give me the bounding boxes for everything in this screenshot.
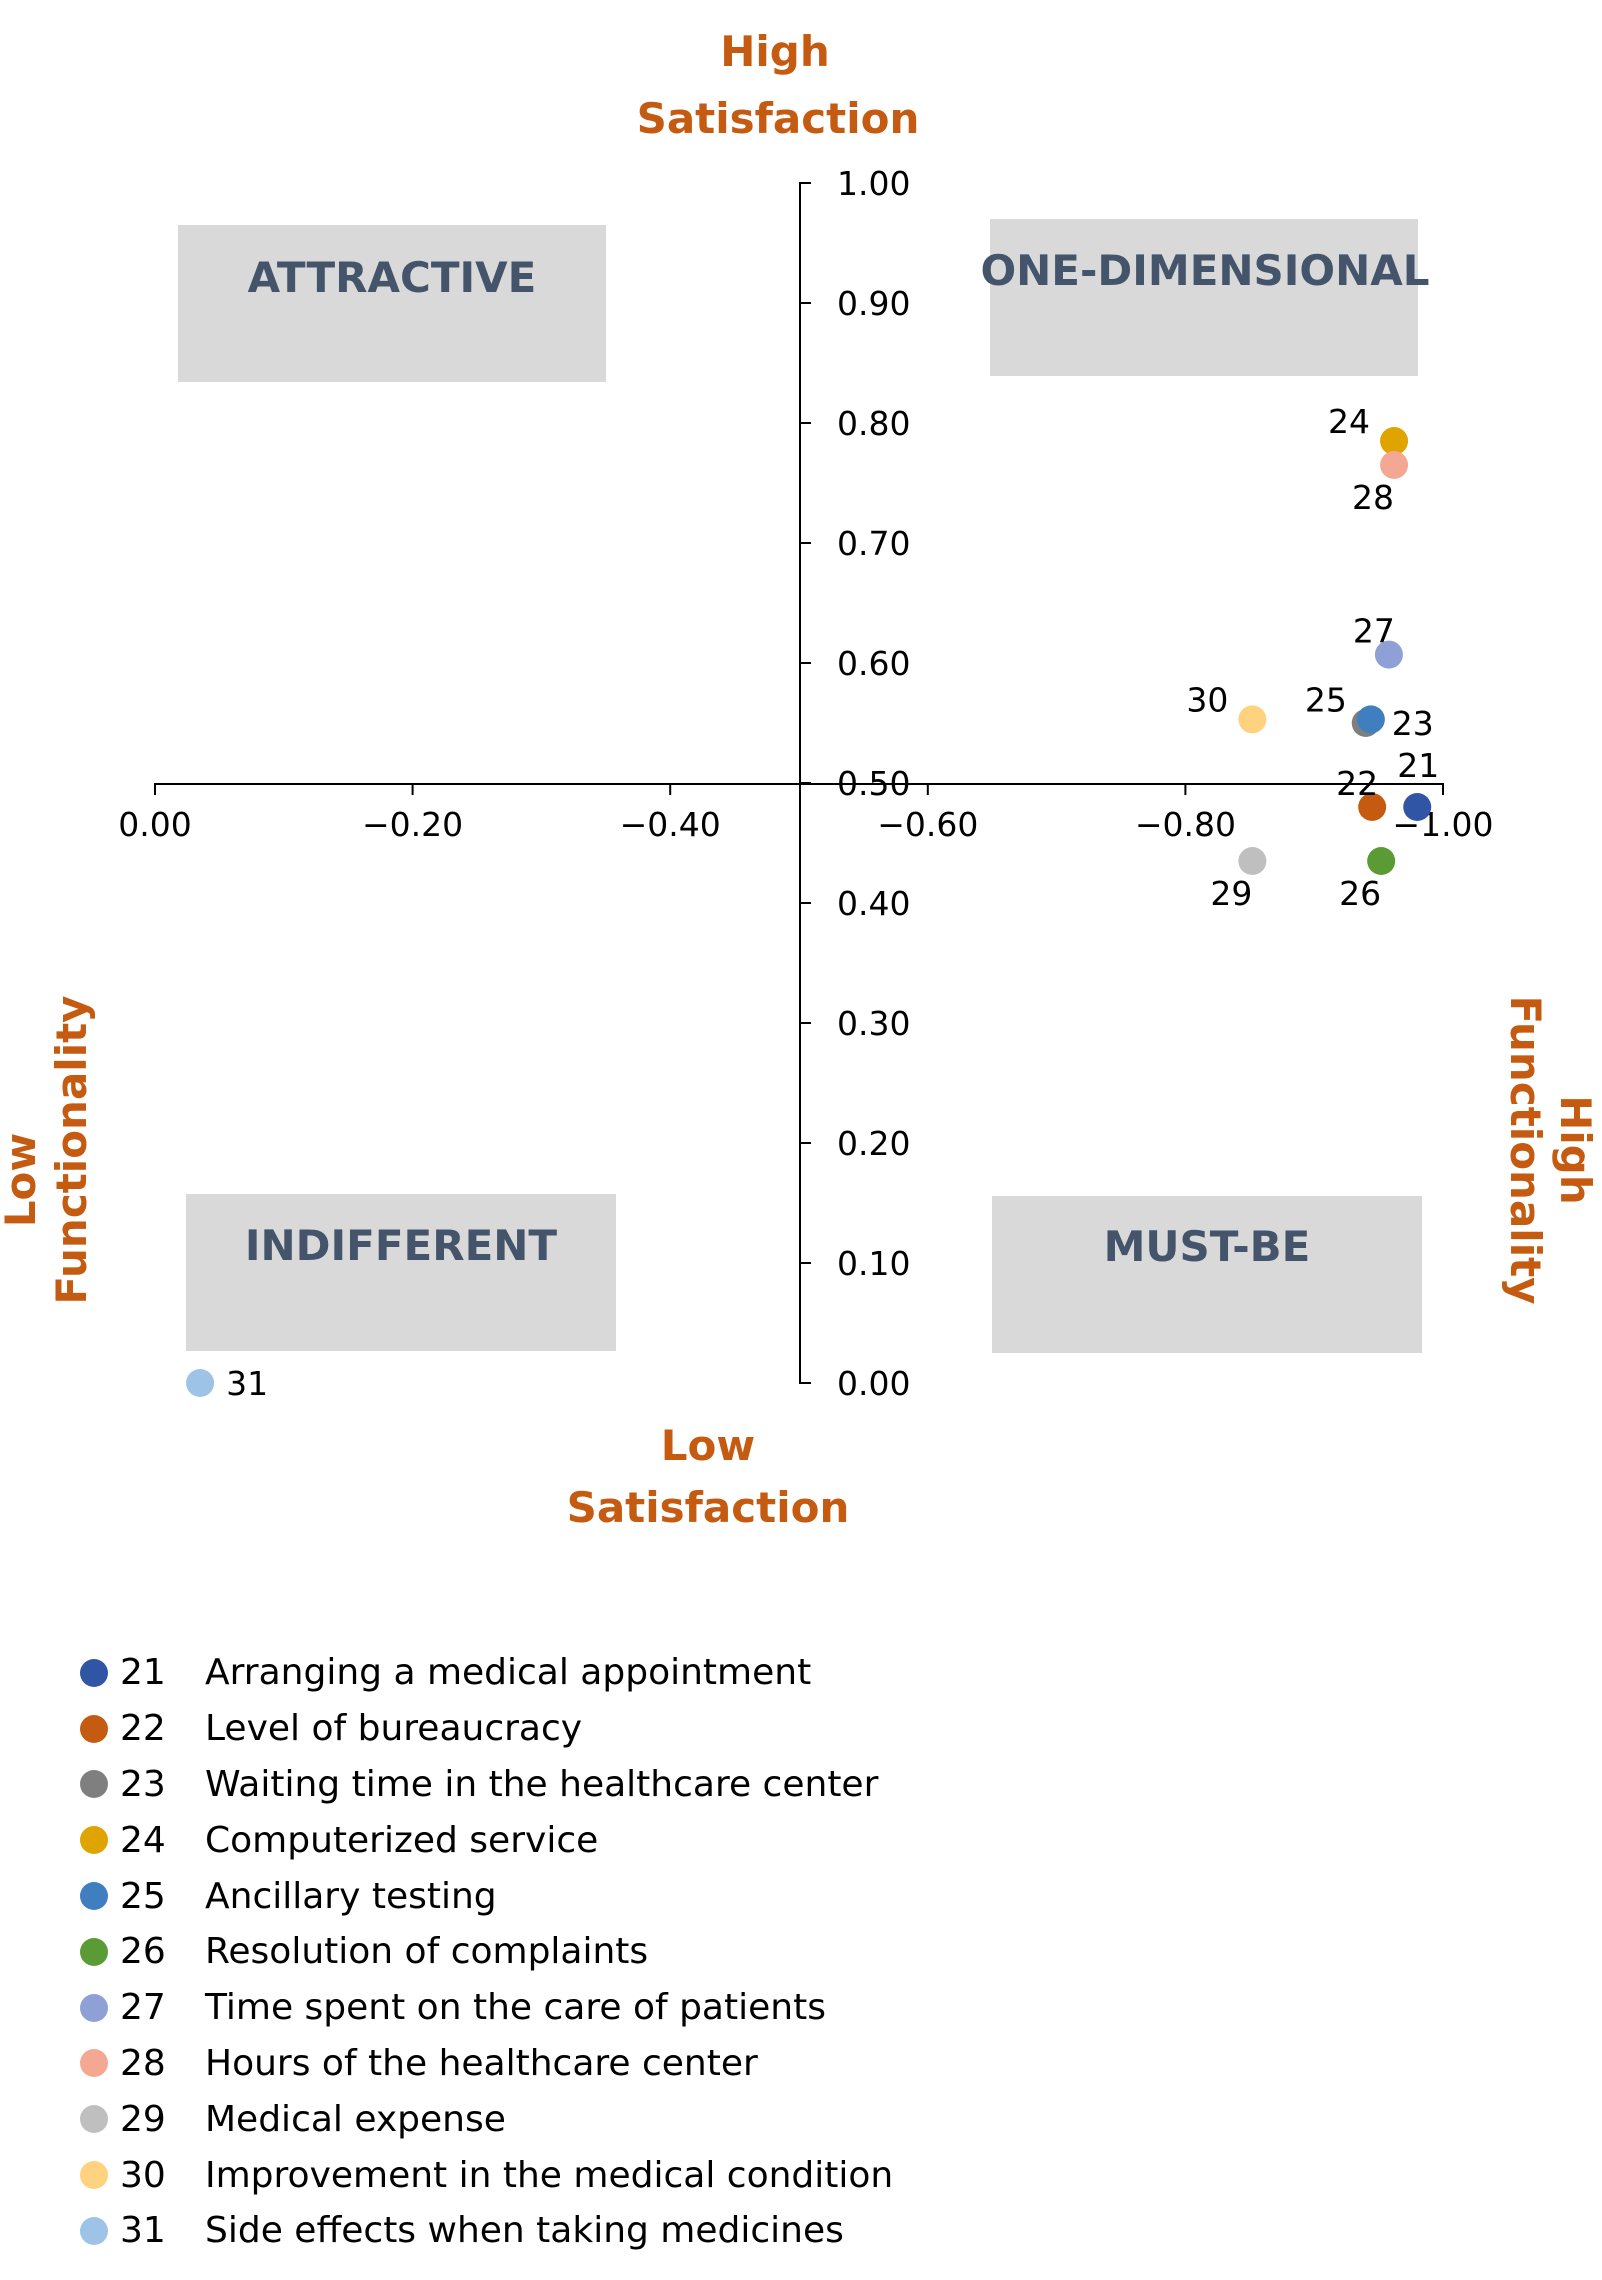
legend-item-26: 26 Resolution of complaints — [80, 1924, 893, 1980]
legend-item-29: 29 Medical expense — [80, 2091, 893, 2147]
y-tick-label: 1.00 — [837, 164, 910, 203]
data-point-27 — [1374, 640, 1403, 669]
data-point-26 — [1367, 847, 1396, 875]
y-tick-label: 0.90 — [837, 284, 910, 323]
data-point-31 — [186, 1369, 215, 1397]
right-axis-title-line2: Functionality — [1501, 995, 1550, 1304]
quadrant-label-attractive: ATTRACTIVE — [248, 253, 537, 302]
quadrant-label-must-be: MUST-BE — [1104, 1222, 1311, 1271]
data-point-28 — [1380, 451, 1409, 479]
legend: 21 Arranging a medical appointment 22 Level… — [80, 1645, 893, 2259]
data-point-label-29: 29 — [1210, 874, 1252, 913]
legend-marker-icon — [80, 2105, 108, 2134]
legend-item-22: 22 Level of bureaucracy — [80, 1701, 893, 1757]
legend-item-id: 28 — [120, 2042, 166, 2084]
legend-item-label: Level of bureaucracy — [205, 1708, 583, 1750]
data-point-label-23: 23 — [1392, 704, 1434, 743]
legend-item-id: 23 — [120, 1763, 166, 1805]
bottom-axis-title-line2: Satisfaction — [567, 1483, 850, 1532]
legend-item-label: Arranging a medical appointment — [205, 1652, 812, 1694]
legend-item-id: 22 — [120, 1708, 166, 1750]
bottom-axis-title-line1: Low — [661, 1421, 755, 1470]
x-tick-label: 0.00 — [118, 805, 191, 844]
legend-marker-icon — [80, 1826, 108, 1855]
y-tick-label: 0.70 — [837, 524, 910, 563]
top-axis-title-line1: High — [720, 27, 830, 76]
data-point-label-31: 31 — [226, 1364, 268, 1403]
data-point-label-24: 24 — [1328, 402, 1370, 441]
quadrant-box-indifferent — [186, 1194, 616, 1351]
legend-item-id: 26 — [120, 1931, 166, 1973]
legend-item-25: 25 Ancillary testing — [80, 1868, 893, 1924]
legend-item-label: Side effects when taking medicines — [205, 2210, 844, 2252]
legend-item-28: 28 Hours of the healthcare center — [80, 2036, 893, 2092]
y-tick-label: 0.40 — [837, 884, 910, 923]
quadrant-scatter-chart: High Satisfaction Low Satisfaction Low F… — [0, 27, 1600, 1532]
x-tick-label: −0.80 — [1135, 805, 1236, 844]
y-tick-label: 0.60 — [837, 644, 910, 683]
legend-item-label: Hours of the healthcare center — [205, 2042, 758, 2084]
data-point-label-30: 30 — [1186, 680, 1228, 719]
legend-marker-icon — [80, 1658, 108, 1687]
y-tick-label: 0.00 — [837, 1364, 910, 1403]
quadrant-box-attractive — [178, 225, 606, 382]
legend-item-id: 31 — [120, 2210, 166, 2252]
legend-marker-icon — [80, 1714, 108, 1743]
legend-item-31: 31 Side effects when taking medicines — [80, 2203, 893, 2259]
data-point-label-28: 28 — [1352, 478, 1394, 517]
legend-marker-icon — [80, 1993, 108, 2022]
x-tick-label: −0.20 — [362, 805, 463, 844]
legend-item-label: Time spent on the care of patients — [205, 1987, 826, 2029]
legend-item-label: Improvement in the medical condition — [205, 2154, 894, 2196]
data-point-label-25: 25 — [1305, 680, 1347, 719]
quadrant-box-must-be — [992, 1196, 1422, 1353]
legend-item-label: Resolution of complaints — [205, 1931, 649, 1973]
legend-item-24: 24 Computerized service — [80, 1812, 893, 1868]
data-point-label-26: 26 — [1339, 874, 1381, 913]
legend-item-23: 23 Waiting time in the healthcare center — [80, 1757, 893, 1813]
right-axis-title-line1: High — [1551, 1095, 1600, 1205]
quadrant-label-indifferent: INDIFFERENT — [245, 1221, 558, 1270]
quadrant-label-one-dimensional: ONE-DIMENSIONAL — [980, 246, 1429, 295]
legend-item-id: 21 — [120, 1652, 166, 1694]
legend-marker-icon — [80, 1882, 108, 1911]
x-tick-label: −0.60 — [877, 805, 978, 844]
legend-item-id: 24 — [120, 1819, 166, 1861]
legend-marker-icon — [80, 2049, 108, 2078]
y-tick-label: 0.50 — [837, 764, 910, 803]
left-axis-title-line2: Functionality — [47, 995, 96, 1304]
legend-marker-icon — [80, 1937, 108, 1966]
data-point-21 — [1403, 793, 1432, 821]
legend-item-label: Computerized service — [205, 1819, 599, 1861]
legend-item-30: 30 Improvement in the medical condition — [80, 2147, 893, 2203]
legend-marker-icon — [80, 2216, 108, 2245]
x-tick-label: −0.40 — [620, 805, 721, 844]
legend-item-label: Waiting time in the healthcare center — [205, 1763, 879, 1805]
legend-item-label: Medical expense — [205, 2098, 506, 2140]
data-point-24 — [1380, 427, 1409, 455]
y-tick-label: 0.30 — [837, 1004, 910, 1043]
legend-item-id: 30 — [120, 2154, 166, 2196]
legend-marker-icon — [80, 2161, 108, 2190]
legend-item-id: 27 — [120, 1987, 166, 2029]
quadrant-box-one-dimensional — [990, 219, 1418, 376]
data-point-30 — [1238, 705, 1267, 734]
y-tick-label: 0.10 — [837, 1244, 910, 1283]
data-point-label-22: 22 — [1336, 764, 1378, 803]
legend-item-label: Ancillary testing — [205, 1875, 497, 1917]
legend-item-id: 29 — [120, 2098, 166, 2140]
data-point-29 — [1238, 847, 1267, 875]
data-point-25 — [1356, 705, 1385, 734]
y-tick-label: 0.20 — [837, 1124, 910, 1163]
y-tick-label: 0.80 — [837, 404, 910, 443]
left-axis-title-line1: Low — [0, 1133, 45, 1227]
data-point-label-21: 21 — [1397, 746, 1439, 785]
legend-item-21: 21 Arranging a medical appointment — [80, 1645, 893, 1701]
data-point-22 — [1358, 793, 1387, 821]
legend-marker-icon — [80, 1770, 108, 1799]
data-point-label-27: 27 — [1353, 612, 1395, 651]
top-axis-title-line2: Satisfaction — [637, 94, 920, 143]
legend-item-id: 25 — [120, 1875, 166, 1917]
legend-item-27: 27 Time spent on the care of patients — [80, 1980, 893, 2036]
